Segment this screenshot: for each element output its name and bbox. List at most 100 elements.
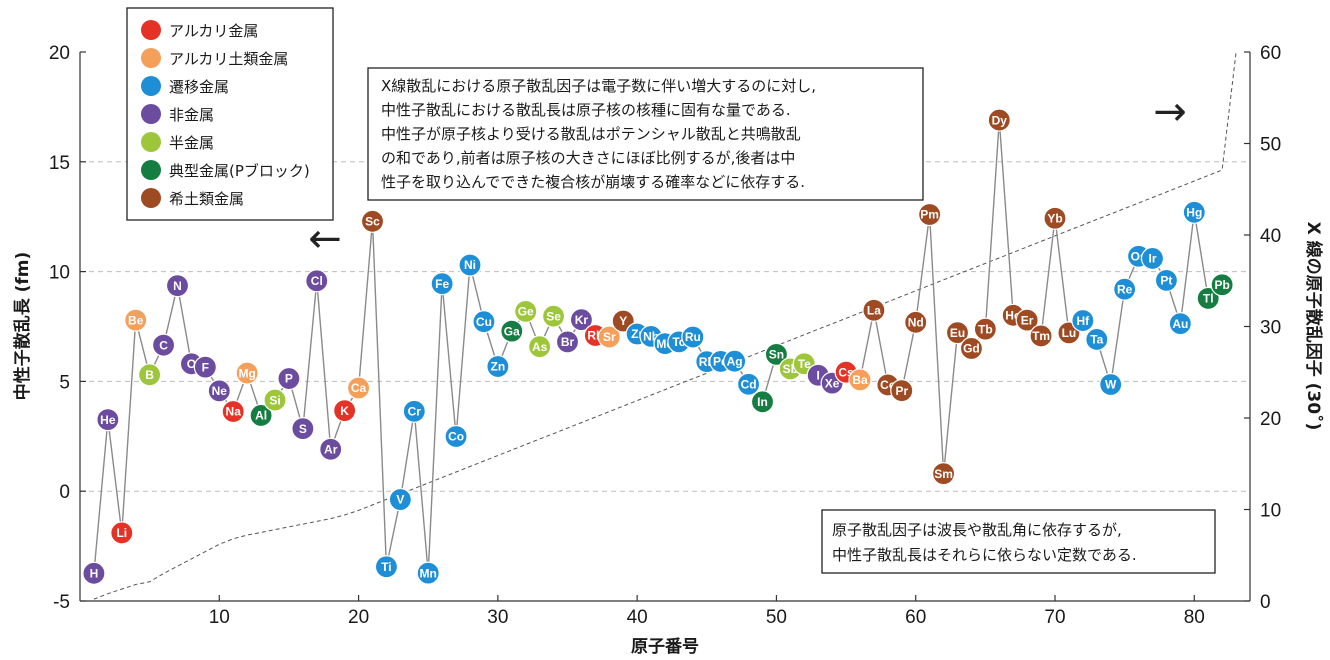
element-marker bbox=[207, 379, 231, 403]
legend-swatch bbox=[141, 188, 161, 208]
element-symbol: Pr bbox=[895, 384, 908, 398]
element-point-mg: Mg bbox=[235, 361, 259, 385]
element-marker bbox=[1182, 200, 1206, 224]
element-marker bbox=[959, 336, 984, 361]
element-marker bbox=[945, 321, 970, 345]
element-marker bbox=[528, 335, 552, 359]
element-symbol: Er bbox=[1021, 313, 1034, 327]
element-point-na: Na bbox=[221, 399, 245, 424]
element-symbol: O bbox=[187, 357, 196, 371]
note-top: X線散乱における原子散乱因子は電子数に伴い増大するのに対し, 中性子散乱における… bbox=[367, 67, 924, 201]
element-symbol: Si bbox=[269, 393, 280, 407]
element-point-in: In bbox=[750, 390, 775, 414]
note-bottom-line-1: 原子散乱因子は波長や散乱角に依存するが, bbox=[832, 521, 1122, 539]
element-symbol: Ir bbox=[1148, 252, 1156, 266]
element-marker bbox=[848, 368, 872, 392]
legend-item-alkaline: アルカリ土類金属 bbox=[141, 48, 288, 68]
y-axis-left-label: 中性子散乱長 (fm) bbox=[12, 252, 33, 401]
element-marker bbox=[736, 372, 761, 396]
element-marker bbox=[124, 308, 148, 332]
element-marker bbox=[973, 317, 997, 341]
element-symbol: Y bbox=[619, 314, 627, 328]
element-marker bbox=[862, 298, 886, 322]
element-marker bbox=[1168, 312, 1192, 336]
element-symbol: H bbox=[90, 567, 99, 581]
element-symbol: Ge bbox=[518, 305, 534, 319]
element-symbol: I bbox=[817, 368, 820, 382]
element-symbol: Fe bbox=[435, 277, 449, 291]
element-symbol: B bbox=[145, 368, 154, 382]
element-symbol: Be bbox=[128, 313, 144, 327]
element-point-re: Re bbox=[1113, 277, 1137, 301]
element-marker bbox=[305, 269, 329, 293]
element-marker bbox=[1015, 308, 1039, 332]
element-point-fe: Fe bbox=[430, 272, 454, 296]
element-point-n: N bbox=[165, 274, 190, 298]
note-bottom-line-2: 中性子散乱長はそれらに依らない定数である. bbox=[832, 546, 1137, 564]
element-marker bbox=[1085, 327, 1109, 352]
x-tick-label: 30 bbox=[487, 607, 508, 628]
element-point-as: As bbox=[528, 335, 552, 359]
element-symbol: Gd bbox=[963, 342, 980, 356]
element-symbol: Kr bbox=[575, 313, 589, 327]
element-symbol: F bbox=[202, 360, 209, 374]
element-marker bbox=[82, 561, 106, 585]
legend-label: アルカリ金属 bbox=[169, 22, 258, 40]
element-marker bbox=[221, 399, 245, 424]
element-symbol: P bbox=[285, 372, 293, 386]
element-symbol: Nd bbox=[908, 316, 924, 330]
y-left-tick-label: 0 bbox=[59, 482, 70, 503]
element-point-br: Br bbox=[555, 330, 580, 354]
element-symbol: Xe bbox=[825, 376, 840, 390]
y-left-tick-label: 20 bbox=[49, 43, 70, 64]
element-point-yb: Yb bbox=[1043, 206, 1067, 230]
element-symbol: Co bbox=[448, 430, 464, 444]
element-symbol: Pb bbox=[1214, 278, 1229, 292]
element-marker bbox=[472, 310, 496, 334]
element-marker bbox=[723, 349, 747, 373]
legend-swatch bbox=[141, 76, 161, 96]
element-symbol: W bbox=[1105, 378, 1117, 392]
element-marker bbox=[319, 437, 343, 461]
note-top-line-4: の和であり,前者は原子核の大きさにほぼ比例するが,後者は中 bbox=[381, 149, 795, 167]
y-left-tick-label: 5 bbox=[59, 372, 70, 393]
element-point-f: F bbox=[193, 355, 217, 379]
element-marker bbox=[430, 272, 454, 296]
element-marker bbox=[555, 330, 580, 354]
element-marker bbox=[681, 325, 705, 349]
y-right-tick-label: 50 bbox=[1260, 135, 1281, 156]
element-symbol: Re bbox=[1117, 282, 1133, 296]
legend-label: 典型金属(Pブロック) bbox=[169, 162, 310, 180]
legend-swatch bbox=[141, 160, 161, 180]
legend-item-transition: 遷移金属 bbox=[141, 76, 229, 96]
element-marker bbox=[388, 487, 412, 512]
element-point-er: Er bbox=[1015, 308, 1039, 332]
element-point-ni: Ni bbox=[458, 253, 482, 277]
element-point-tm: Tm bbox=[1029, 324, 1053, 348]
element-point-eu: Eu bbox=[945, 321, 970, 345]
y-right-tick-label: 20 bbox=[1260, 409, 1281, 430]
element-point-v: V bbox=[388, 487, 412, 512]
element-point-sr: Sr bbox=[597, 325, 621, 349]
element-marker bbox=[514, 299, 538, 323]
element-symbol: N bbox=[173, 279, 182, 293]
element-symbol: Mn bbox=[420, 566, 437, 580]
element-symbol: Zn bbox=[491, 360, 506, 374]
element-marker bbox=[96, 408, 120, 432]
element-symbol: Tl bbox=[1203, 292, 1214, 306]
element-symbol: Cd bbox=[741, 377, 757, 391]
element-marker bbox=[1210, 273, 1234, 297]
element-symbol: Pt bbox=[1160, 274, 1172, 288]
note-top-line-2: 中性子散乱における散乱長は原子核の核種に固有な量である. bbox=[381, 101, 791, 119]
element-symbol: Ca bbox=[351, 381, 367, 395]
element-point-sn: Sn bbox=[764, 342, 789, 366]
element-marker bbox=[1099, 372, 1123, 397]
element-symbol: Au bbox=[1172, 317, 1188, 331]
element-marker bbox=[416, 561, 440, 585]
y-right-tick-label: 10 bbox=[1260, 501, 1281, 522]
x-tick-label: 20 bbox=[348, 607, 369, 628]
element-symbol: V bbox=[396, 493, 404, 507]
element-marker bbox=[597, 325, 621, 349]
element-symbol: Na bbox=[226, 405, 242, 419]
